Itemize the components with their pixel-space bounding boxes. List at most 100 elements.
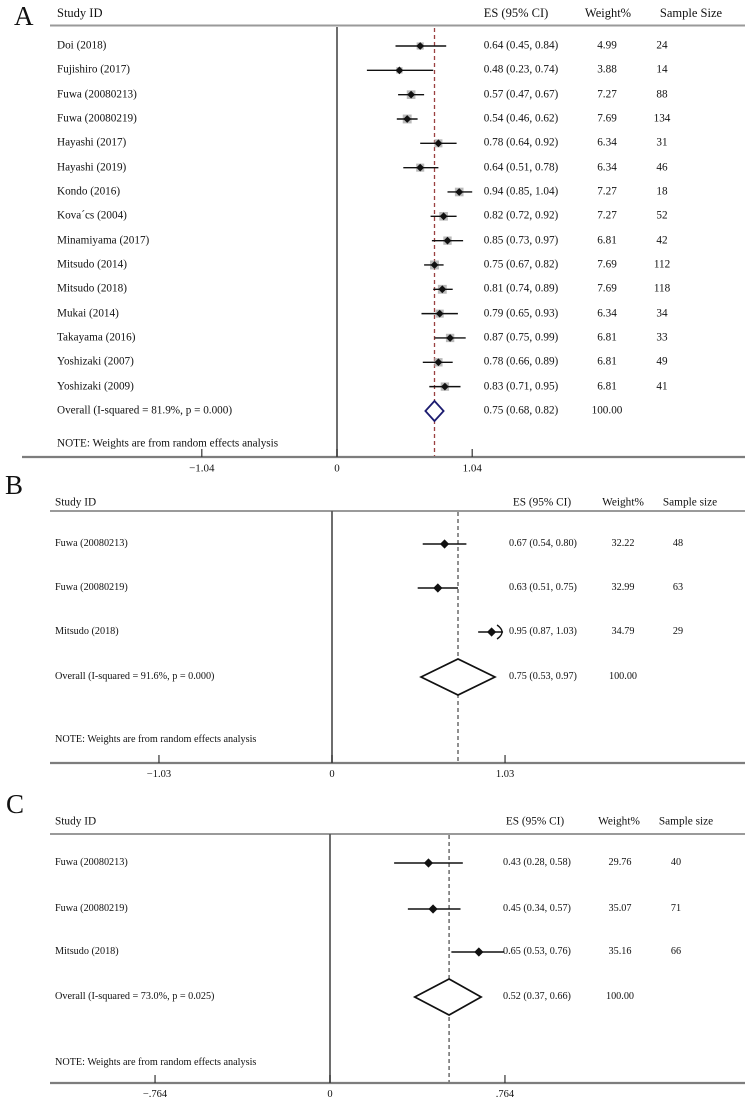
es-value: 0.78 (0.64, 0.92) bbox=[483, 136, 559, 149]
study-label: Hayashi (2017) bbox=[57, 136, 127, 149]
sample-value: 41 bbox=[656, 380, 668, 393]
overall-diamond bbox=[419, 658, 497, 696]
weight-value: 35.07 bbox=[608, 902, 632, 914]
column-header-study: Study ID bbox=[55, 496, 97, 509]
weight-value: 6.81 bbox=[597, 331, 617, 344]
study-label: Fuwa (20080219) bbox=[57, 112, 137, 125]
panel-label: A bbox=[14, 1, 34, 31]
overall-es-value: 0.75 (0.53, 0.97) bbox=[509, 670, 577, 682]
es-value: 0.65 (0.53, 0.76) bbox=[503, 945, 571, 957]
ci-clipped-arrow bbox=[496, 624, 503, 640]
overall-weight-value: 100.00 bbox=[608, 670, 638, 682]
weight-value: 35.16 bbox=[608, 945, 632, 957]
sample-value: 29 bbox=[672, 625, 684, 637]
es-value: 0.87 (0.75, 0.99) bbox=[483, 331, 559, 344]
study-label: Minamiyama (2017) bbox=[57, 234, 150, 247]
es-value: 0.57 (0.47, 0.67) bbox=[483, 88, 559, 101]
sample-value: 88 bbox=[656, 88, 668, 101]
column-header-weight: Weight% bbox=[598, 815, 640, 828]
study-label: Fuwa (20080219) bbox=[55, 581, 128, 593]
weight-value: 32.22 bbox=[611, 537, 635, 549]
weight-value: 7.27 bbox=[597, 88, 617, 101]
sample-value: 40 bbox=[670, 856, 682, 868]
sample-value: 118 bbox=[653, 282, 671, 295]
point-estimate-marker bbox=[487, 627, 497, 637]
point-estimate-marker bbox=[435, 309, 444, 318]
weight-value: 32.99 bbox=[611, 581, 635, 593]
axis-tick-label: .764 bbox=[495, 1088, 515, 1100]
study-label: Fuwa (20080219) bbox=[55, 902, 128, 914]
column-header-es: ES (95% CI) bbox=[483, 5, 549, 20]
study-label: Mitsudo (2018) bbox=[57, 282, 127, 295]
sample-value: 52 bbox=[656, 209, 668, 222]
weight-value: 34.79 bbox=[611, 625, 635, 637]
sample-value: 112 bbox=[653, 258, 671, 271]
axis-tick-label: −1.03 bbox=[146, 768, 172, 780]
es-value: 0.94 (0.85, 1.04) bbox=[483, 185, 559, 198]
es-value: 0.48 (0.23, 0.74) bbox=[483, 63, 559, 76]
es-value: 0.79 (0.65, 0.93) bbox=[483, 307, 559, 320]
point-estimate-marker bbox=[395, 66, 404, 75]
weight-value: 4.99 bbox=[597, 39, 617, 52]
point-estimate-marker bbox=[446, 334, 454, 342]
sample-value: 48 bbox=[672, 537, 684, 549]
weight-value: 7.69 bbox=[597, 258, 617, 271]
sample-value: 14 bbox=[656, 63, 668, 76]
axis-tick-label: −.764 bbox=[142, 1088, 168, 1100]
point-estimate-marker bbox=[430, 261, 439, 269]
sample-value: 66 bbox=[670, 945, 682, 957]
overall-label: Overall (I-squared = 81.9%, p = 0.000) bbox=[57, 404, 233, 417]
study-label: Yoshizaki (2007) bbox=[57, 355, 134, 368]
weight-value: 29.76 bbox=[608, 856, 632, 868]
es-value: 0.82 (0.72, 0.92) bbox=[483, 209, 559, 222]
sample-value: 24 bbox=[656, 39, 668, 52]
weight-value: 7.69 bbox=[597, 282, 617, 295]
weight-value: 6.81 bbox=[597, 234, 617, 247]
sample-value: 42 bbox=[656, 234, 668, 247]
point-estimate-marker bbox=[433, 583, 443, 593]
column-header-sample: Sample size bbox=[658, 815, 714, 828]
column-header-es: ES (95% CI) bbox=[512, 496, 572, 509]
axis-tick-label: 1.03 bbox=[495, 768, 515, 780]
weight-value: 6.34 bbox=[597, 136, 617, 149]
sample-value: 33 bbox=[656, 331, 668, 344]
sample-value: 31 bbox=[656, 136, 668, 149]
sample-value: 18 bbox=[656, 185, 668, 198]
point-estimate-marker bbox=[439, 539, 450, 549]
es-value: 0.63 (0.51, 0.75) bbox=[509, 581, 577, 593]
weights-note: NOTE: Weights are from random effects an… bbox=[55, 733, 257, 745]
point-estimate-marker bbox=[474, 947, 484, 957]
es-value: 0.75 (0.67, 0.82) bbox=[483, 258, 559, 271]
study-label: Takayama (2016) bbox=[57, 331, 136, 344]
axis-tick-label: 0 bbox=[329, 768, 335, 780]
es-value: 0.85 (0.73, 0.97) bbox=[483, 234, 559, 247]
panel-label: B bbox=[5, 470, 24, 500]
axis-tick-label: 0 bbox=[327, 1088, 333, 1100]
study-label: Mitsudo (2014) bbox=[57, 258, 127, 271]
es-value: 0.54 (0.46, 0.62) bbox=[483, 112, 559, 125]
es-value: 0.64 (0.45, 0.84) bbox=[483, 39, 559, 52]
sample-value: 34 bbox=[656, 307, 668, 320]
es-value: 0.43 (0.28, 0.58) bbox=[503, 856, 571, 868]
overall-weight-value: 100.00 bbox=[591, 404, 623, 417]
es-value: 0.95 (0.87, 1.03) bbox=[509, 625, 577, 637]
es-value: 0.83 (0.71, 0.95) bbox=[483, 380, 559, 393]
study-label: Fuwa (20080213) bbox=[55, 537, 128, 549]
overall-weight-value: 100.00 bbox=[605, 990, 635, 1002]
sample-value: 63 bbox=[672, 581, 684, 593]
weight-value: 6.34 bbox=[597, 161, 617, 174]
column-header-weight: Weight% bbox=[602, 496, 644, 509]
axis-tick-label: 1.04 bbox=[462, 462, 482, 475]
study-label: Mukai (2014) bbox=[57, 307, 119, 320]
study-label: Kondo (2016) bbox=[57, 185, 121, 198]
axis-tick-label: 0 bbox=[334, 462, 340, 475]
study-label: Kova´cs (2004) bbox=[57, 209, 127, 222]
es-value: 0.78 (0.66, 0.89) bbox=[483, 355, 559, 368]
es-value: 0.67 (0.54, 0.80) bbox=[509, 537, 577, 549]
weight-value: 6.34 bbox=[597, 307, 617, 320]
point-estimate-marker bbox=[434, 358, 443, 367]
overall-diamond bbox=[412, 978, 483, 1016]
es-value: 0.64 (0.51, 0.78) bbox=[483, 161, 559, 174]
